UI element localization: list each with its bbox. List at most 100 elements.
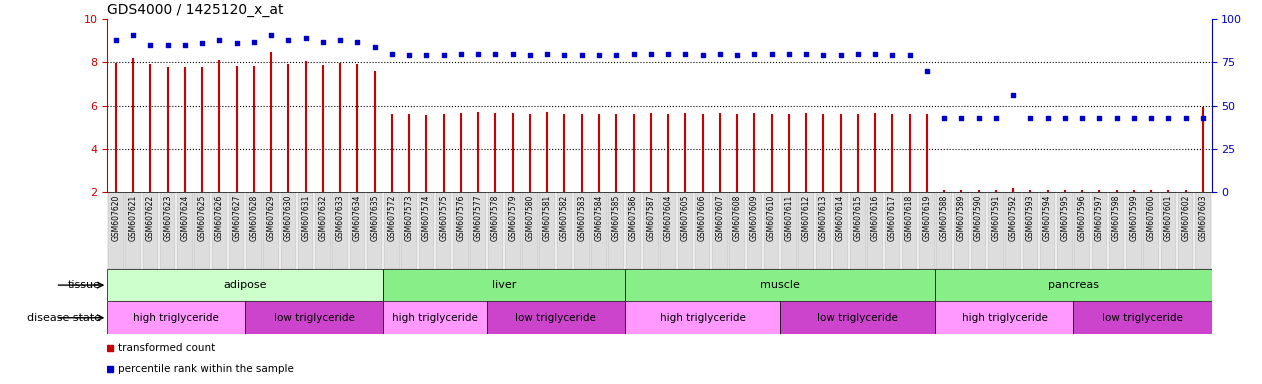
FancyBboxPatch shape bbox=[143, 192, 158, 269]
FancyBboxPatch shape bbox=[264, 192, 279, 269]
FancyBboxPatch shape bbox=[851, 192, 866, 269]
Point bbox=[1055, 115, 1075, 121]
Point bbox=[1020, 115, 1040, 121]
FancyBboxPatch shape bbox=[194, 192, 209, 269]
Point bbox=[1003, 92, 1023, 98]
FancyBboxPatch shape bbox=[401, 192, 416, 269]
Point bbox=[520, 53, 540, 59]
FancyBboxPatch shape bbox=[332, 192, 348, 269]
Point bbox=[554, 53, 574, 59]
Text: GSM607608: GSM607608 bbox=[732, 194, 742, 241]
FancyBboxPatch shape bbox=[625, 301, 780, 334]
Point bbox=[727, 53, 747, 59]
FancyBboxPatch shape bbox=[799, 192, 814, 269]
Point bbox=[451, 51, 471, 57]
Point bbox=[468, 51, 488, 57]
Text: GSM607597: GSM607597 bbox=[1095, 194, 1104, 241]
Text: GSM607617: GSM607617 bbox=[888, 194, 897, 241]
Point bbox=[830, 53, 851, 59]
Text: GSM607578: GSM607578 bbox=[491, 194, 500, 241]
FancyBboxPatch shape bbox=[833, 192, 848, 269]
Text: GSM607596: GSM607596 bbox=[1078, 194, 1087, 241]
Point bbox=[209, 37, 230, 43]
Text: low triglyceride: low triglyceride bbox=[818, 313, 899, 323]
FancyBboxPatch shape bbox=[487, 192, 504, 269]
Point bbox=[779, 51, 799, 57]
Point bbox=[934, 115, 954, 121]
FancyBboxPatch shape bbox=[316, 192, 331, 269]
Point bbox=[244, 39, 264, 45]
Point bbox=[382, 51, 403, 57]
Point bbox=[175, 42, 196, 48]
FancyBboxPatch shape bbox=[747, 192, 762, 269]
Point bbox=[572, 53, 592, 59]
FancyBboxPatch shape bbox=[435, 192, 452, 269]
Text: GSM607627: GSM607627 bbox=[232, 194, 241, 241]
Point bbox=[693, 53, 713, 59]
Text: adipose: adipose bbox=[223, 280, 268, 290]
Text: GSM607605: GSM607605 bbox=[680, 194, 690, 241]
Point bbox=[606, 53, 626, 59]
FancyBboxPatch shape bbox=[781, 192, 796, 269]
Point bbox=[761, 51, 781, 57]
FancyBboxPatch shape bbox=[107, 269, 384, 301]
FancyBboxPatch shape bbox=[712, 192, 728, 269]
FancyBboxPatch shape bbox=[245, 301, 384, 334]
Text: GSM607630: GSM607630 bbox=[284, 194, 293, 241]
Text: GSM607589: GSM607589 bbox=[957, 194, 965, 241]
Text: percentile rank within the sample: percentile rank within the sample bbox=[119, 364, 294, 374]
Point bbox=[313, 39, 333, 45]
Text: GSM607613: GSM607613 bbox=[819, 194, 828, 241]
Point bbox=[623, 51, 644, 57]
Point bbox=[864, 51, 885, 57]
Text: GSM607587: GSM607587 bbox=[646, 194, 655, 241]
FancyBboxPatch shape bbox=[1022, 192, 1039, 269]
FancyBboxPatch shape bbox=[419, 192, 434, 269]
Point bbox=[279, 37, 299, 43]
FancyBboxPatch shape bbox=[919, 192, 935, 269]
FancyBboxPatch shape bbox=[109, 192, 124, 269]
FancyBboxPatch shape bbox=[1109, 192, 1124, 269]
Point bbox=[1123, 115, 1143, 121]
Text: GSM607573: GSM607573 bbox=[405, 194, 414, 241]
Text: GDS4000 / 1425120_x_at: GDS4000 / 1425120_x_at bbox=[107, 3, 284, 17]
Text: GSM607574: GSM607574 bbox=[422, 194, 430, 241]
Text: GSM607598: GSM607598 bbox=[1112, 194, 1121, 241]
FancyBboxPatch shape bbox=[1006, 192, 1021, 269]
FancyBboxPatch shape bbox=[815, 192, 832, 269]
Point bbox=[641, 51, 661, 57]
Text: GSM607585: GSM607585 bbox=[612, 194, 621, 241]
Point bbox=[416, 53, 437, 59]
Point bbox=[538, 51, 558, 57]
Point bbox=[1071, 115, 1092, 121]
Text: muscle: muscle bbox=[760, 280, 800, 290]
Text: pancreas: pancreas bbox=[1047, 280, 1099, 290]
FancyBboxPatch shape bbox=[350, 192, 365, 269]
Text: GSM607590: GSM607590 bbox=[974, 194, 983, 241]
Text: GSM607575: GSM607575 bbox=[439, 194, 448, 241]
Text: low triglyceride: low triglyceride bbox=[1102, 313, 1182, 323]
Text: GSM607603: GSM607603 bbox=[1199, 194, 1208, 241]
Text: GSM607633: GSM607633 bbox=[336, 194, 345, 241]
Text: transformed count: transformed count bbox=[119, 343, 216, 353]
Point bbox=[399, 53, 419, 59]
Text: GSM607584: GSM607584 bbox=[594, 194, 603, 241]
Text: GSM607635: GSM607635 bbox=[370, 194, 379, 241]
Text: GSM607592: GSM607592 bbox=[1008, 194, 1017, 241]
Text: low triglyceride: low triglyceride bbox=[274, 313, 355, 323]
Text: high triglyceride: high triglyceride bbox=[134, 313, 220, 323]
Text: GSM607581: GSM607581 bbox=[543, 194, 551, 240]
Text: GSM607588: GSM607588 bbox=[940, 194, 949, 240]
FancyBboxPatch shape bbox=[453, 192, 468, 269]
FancyBboxPatch shape bbox=[902, 192, 917, 269]
Point bbox=[486, 51, 506, 57]
Point bbox=[158, 42, 178, 48]
FancyBboxPatch shape bbox=[729, 192, 745, 269]
Point bbox=[434, 53, 454, 59]
Text: GSM607591: GSM607591 bbox=[992, 194, 1001, 241]
Text: tissue: tissue bbox=[68, 280, 101, 290]
Point bbox=[295, 35, 316, 41]
FancyBboxPatch shape bbox=[125, 192, 141, 269]
Text: GSM607604: GSM607604 bbox=[664, 194, 673, 241]
Text: GSM607629: GSM607629 bbox=[266, 194, 275, 241]
